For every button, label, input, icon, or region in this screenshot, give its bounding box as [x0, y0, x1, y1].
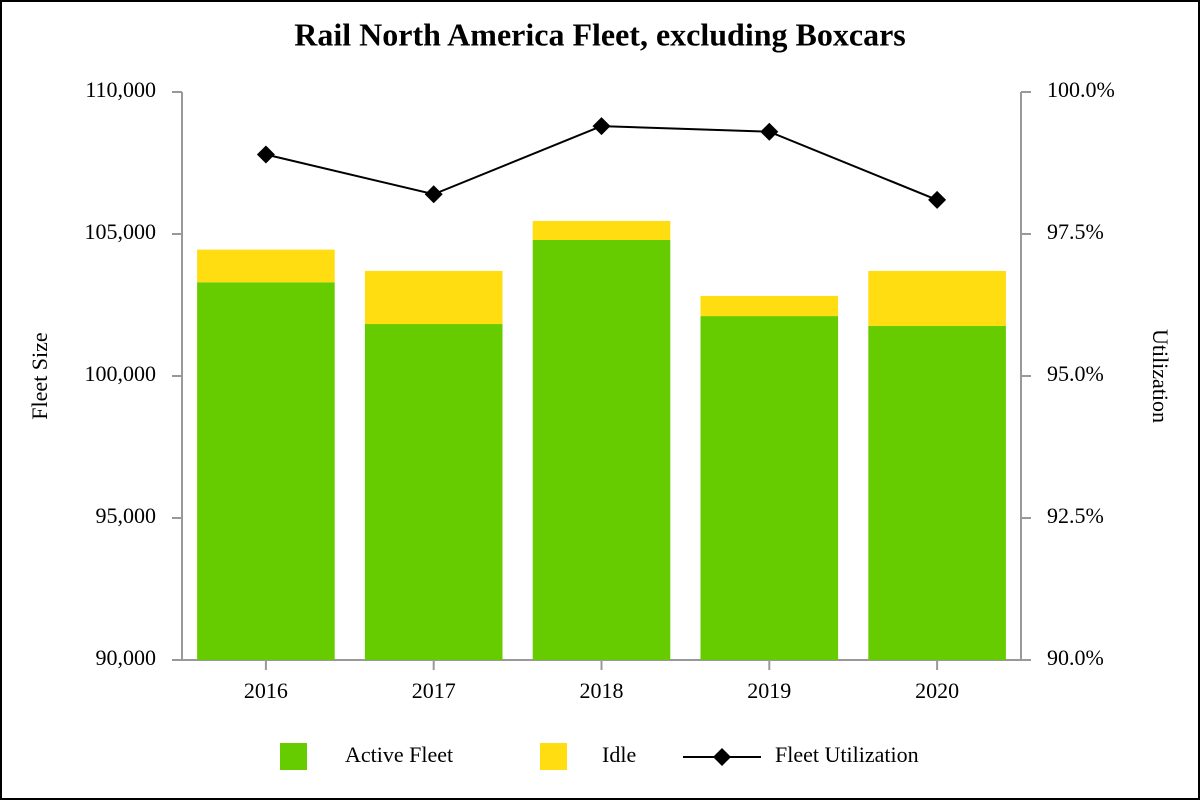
bar — [700, 295, 839, 317]
y2-tick-label: 92.5% — [1047, 503, 1104, 528]
line-marker — [928, 190, 947, 209]
x-tick-label: 2017 — [412, 678, 456, 703]
legend-label: Active Fleet — [345, 742, 453, 767]
bar — [197, 282, 335, 660]
legend-label: Fleet Utilization — [775, 742, 919, 767]
legend-swatch — [540, 743, 567, 770]
legend-swatch — [280, 743, 307, 770]
y2-tick-label: 97.5% — [1047, 219, 1104, 244]
bar — [868, 270, 1006, 327]
chart-title: Rail North America Fleet, excluding Boxc… — [294, 16, 905, 52]
line-marker — [256, 145, 275, 164]
bar — [197, 249, 335, 283]
x-tick-label: 2019 — [747, 678, 791, 703]
y2-axis-label: Utilization — [1148, 329, 1173, 423]
legend-label: Idle — [602, 742, 636, 767]
y-axis-label: Fleet Size — [27, 332, 52, 419]
y2-tick-label: 95.0% — [1047, 361, 1104, 386]
bar — [700, 316, 839, 660]
x-tick-label: 2018 — [580, 678, 624, 703]
bar — [868, 326, 1006, 660]
x-tick-label: 2016 — [244, 678, 288, 703]
bar — [532, 239, 671, 661]
y-tick-label: 110,000 — [85, 77, 156, 102]
y-tick-label: 105,000 — [85, 219, 157, 244]
line-marker — [424, 185, 443, 204]
x-tick-label: 2020 — [915, 678, 959, 703]
y-tick-label: 100,000 — [85, 361, 157, 386]
y2-tick-label: 100.0% — [1047, 77, 1115, 102]
y2-tick-label: 90.0% — [1047, 645, 1104, 670]
line-marker — [760, 122, 779, 141]
line-marker — [592, 117, 611, 136]
legend-marker — [713, 748, 731, 766]
bar — [364, 324, 503, 660]
y-tick-label: 95,000 — [96, 503, 157, 528]
bar — [532, 220, 671, 240]
bar — [364, 270, 503, 325]
y-tick-label: 90,000 — [96, 645, 157, 670]
